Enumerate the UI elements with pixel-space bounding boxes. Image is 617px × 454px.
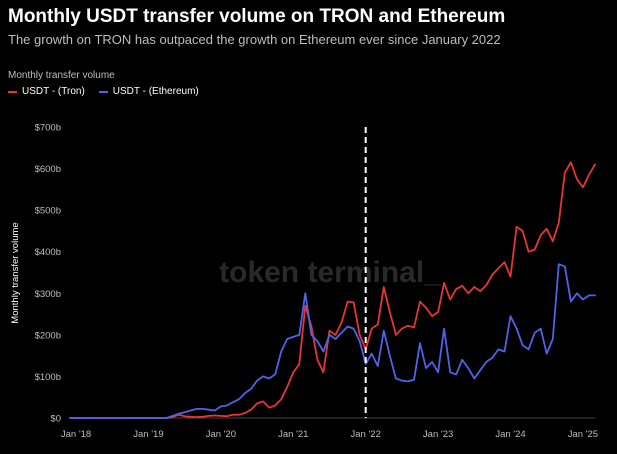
- y-tick-label: $300b: [35, 289, 61, 300]
- x-tick-label: Jan '20: [206, 429, 236, 440]
- watermark: token terminal_: [219, 256, 441, 289]
- x-tick-label: Jan '25: [568, 429, 598, 440]
- chart-title: Monthly USDT transfer volume on TRON and…: [8, 6, 506, 27]
- legend-swatch-ethereum: [98, 90, 108, 93]
- x-tick-label: Jan '23: [423, 429, 453, 440]
- x-tick-label: Jan '24: [495, 429, 525, 440]
- series-line-tron: [69, 161, 596, 419]
- legend-item-ethereum[interactable]: USDT - (Ethereum): [98, 86, 199, 97]
- legend-caption: Monthly transfer volume: [8, 70, 115, 81]
- x-tick-label: Jan '21: [278, 429, 308, 440]
- y-tick-label: $700b: [35, 123, 61, 134]
- legend-label-tron: USDT - (Tron): [22, 86, 85, 97]
- legend-swatch-tron: [8, 90, 17, 93]
- x-tick-label: Jan '18: [61, 429, 91, 440]
- y-tick-label: $600b: [35, 164, 61, 175]
- legend-item-tron[interactable]: USDT - (Tron): [8, 86, 85, 97]
- chart-subtitle: The growth on TRON has outpaced the grow…: [8, 32, 501, 47]
- y-tick-label: $500b: [35, 206, 61, 217]
- x-tick-label: Jan '19: [133, 429, 163, 440]
- legend-label-ethereum: USDT - (Ethereum): [112, 86, 199, 97]
- series-layer: [69, 161, 596, 419]
- series-line-ethereum: [69, 263, 596, 419]
- legend: USDT - (Tron) USDT - (Ethereum): [8, 86, 199, 97]
- y-tick-label: $400b: [35, 247, 61, 258]
- y-tick-label: $100b: [35, 372, 61, 383]
- y-axis-title: Monthly transfer volume: [10, 222, 21, 323]
- y-tick-label: $0: [50, 414, 61, 425]
- x-axis: Jan '18 Jan '19 Jan '20 Jan '21 Jan '22 Jan '…: [61, 429, 598, 440]
- y-tick-label: $200b: [35, 330, 61, 341]
- x-tick-label: Jan '22: [351, 429, 381, 440]
